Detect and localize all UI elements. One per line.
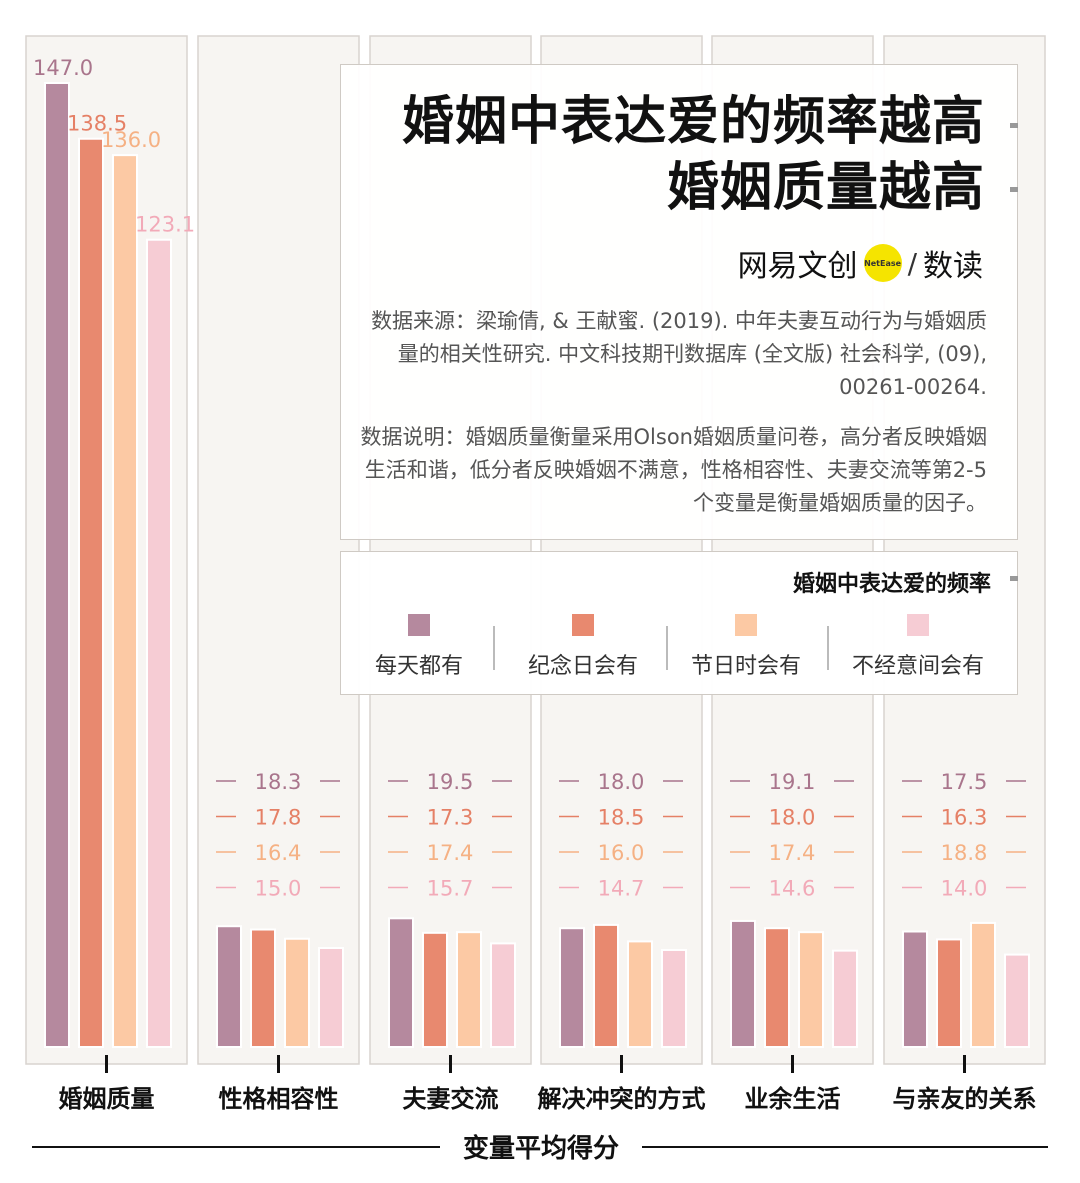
- bar: [388, 917, 414, 1048]
- legend-item-holiday: 节日时会有: [681, 614, 811, 680]
- bar: [78, 137, 104, 1048]
- bar: [284, 937, 310, 1049]
- chart-title-line-2: 婚姻质量越高: [666, 158, 985, 218]
- category-label: 夫妻交流: [403, 1085, 499, 1113]
- legend-swatch: [408, 614, 430, 636]
- bar-value-label: 14.6: [769, 877, 816, 901]
- category-label: 业余生活: [745, 1085, 841, 1113]
- legend-swatch: [907, 614, 929, 636]
- legend-separator: [666, 626, 668, 670]
- title-tick-mark: [1010, 187, 1018, 192]
- bar: [593, 923, 619, 1049]
- bar: [1004, 953, 1030, 1048]
- legend-label: 节日时会有: [690, 654, 801, 679]
- legend-item-anniversary: 纪念日会有: [513, 614, 653, 680]
- bar: [661, 948, 687, 1048]
- bar: [146, 238, 172, 1048]
- bar: [730, 919, 756, 1048]
- bar: [798, 931, 824, 1048]
- bar: [936, 938, 962, 1048]
- legend-item-casual: 不经意间会有: [841, 614, 995, 680]
- bar-value-label: 17.3: [427, 806, 474, 830]
- bar-value-label: 15.7: [427, 877, 474, 901]
- bar-value-label: 16.0: [598, 841, 645, 865]
- category-label: 解决冲突的方式: [538, 1085, 706, 1113]
- bar-value-label: 17.4: [769, 841, 816, 865]
- bar: [250, 928, 276, 1049]
- brand-name: 网易文创: [737, 249, 858, 284]
- bar: [112, 154, 138, 1048]
- bar: [490, 942, 516, 1049]
- panel-background: [197, 35, 360, 1065]
- bar: [832, 949, 858, 1049]
- bar: [764, 927, 790, 1049]
- brand-sub: 数读: [923, 249, 983, 284]
- bar-value-label: 136.0: [101, 128, 161, 152]
- bar: [422, 931, 448, 1049]
- bar: [559, 927, 585, 1049]
- bar-value-label: 17.4: [427, 841, 474, 865]
- legend-separator: [493, 626, 495, 670]
- bar: [902, 930, 928, 1048]
- legend-label: 每天都有: [374, 654, 463, 679]
- brand-divider: /: [907, 246, 917, 280]
- bar-value-label: 19.5: [427, 770, 474, 794]
- netease-badge-icon: NetEase: [863, 244, 902, 282]
- legend-label: 纪念日会有: [527, 654, 638, 679]
- legend-tick-mark: [1010, 576, 1018, 581]
- legend-item-daily: 每天都有: [369, 614, 469, 680]
- bar: [456, 931, 482, 1048]
- bar-value-label: 18.3: [255, 770, 302, 794]
- data-description-note: 数据说明：婚姻质量衡量采用Olson婚姻质量问卷，高分者反映婚姻生活和谐，低分者…: [360, 425, 987, 515]
- brand-logo: 网易文创 NetEase / 数读: [738, 241, 983, 285]
- bar-value-label: 138.5: [67, 112, 127, 136]
- legend-swatch: [572, 614, 594, 636]
- legend: 婚姻中表达爱的频率 每天都有 纪念日会有 节日时会有 不经意间会有: [340, 551, 1018, 695]
- bar-value-label: 18.0: [769, 806, 816, 830]
- legend-separator: [827, 626, 829, 670]
- bar-value-label: 18.0: [598, 770, 645, 794]
- x-axis-title: 变量平均得分: [463, 1133, 619, 1164]
- legend-title: 婚姻中表达爱的频率: [792, 572, 991, 597]
- legend-swatch: [735, 614, 757, 636]
- data-source-note: 数据来源：梁瑜倩, & 王献蜜. (2019). 中年夫妻互动行为与婚姻质量的相…: [371, 309, 987, 399]
- chart-title: 婚姻中表达爱的频率越高 婚姻质量越高: [402, 89, 985, 221]
- category-label: 性格相容性: [219, 1085, 339, 1113]
- bar: [970, 921, 996, 1048]
- bar-value-label: 16.4: [255, 841, 302, 865]
- category-label: 与亲友的关系: [893, 1085, 1037, 1113]
- bar-value-label: 15.0: [255, 877, 302, 901]
- bar-value-label: 147.0: [33, 56, 93, 80]
- bar: [627, 940, 653, 1049]
- bar-value-label: 123.1: [135, 213, 195, 237]
- bar-value-label: 18.5: [598, 806, 645, 830]
- bar: [44, 82, 70, 1048]
- title-tick-mark: [1010, 123, 1018, 128]
- category-label: 婚姻质量: [59, 1085, 155, 1113]
- legend-label: 不经意间会有: [851, 654, 984, 679]
- title-info-box: 婚姻中表达爱的频率越高 婚姻质量越高 网易文创 NetEase / 数读 数据来…: [340, 64, 1018, 540]
- bar: [318, 947, 344, 1048]
- bar-value-label: 14.7: [598, 877, 645, 901]
- bar-value-label: 18.8: [941, 841, 988, 865]
- bar: [216, 925, 242, 1048]
- bar-value-label: 19.1: [769, 770, 816, 794]
- bar-value-label: 17.8: [255, 806, 302, 830]
- bar-value-label: 17.5: [941, 770, 988, 794]
- bar-value-label: 16.3: [941, 806, 988, 830]
- bar-value-label: 14.0: [941, 877, 988, 901]
- chart-title-line-1: 婚姻中表达爱的频率越高: [401, 92, 985, 152]
